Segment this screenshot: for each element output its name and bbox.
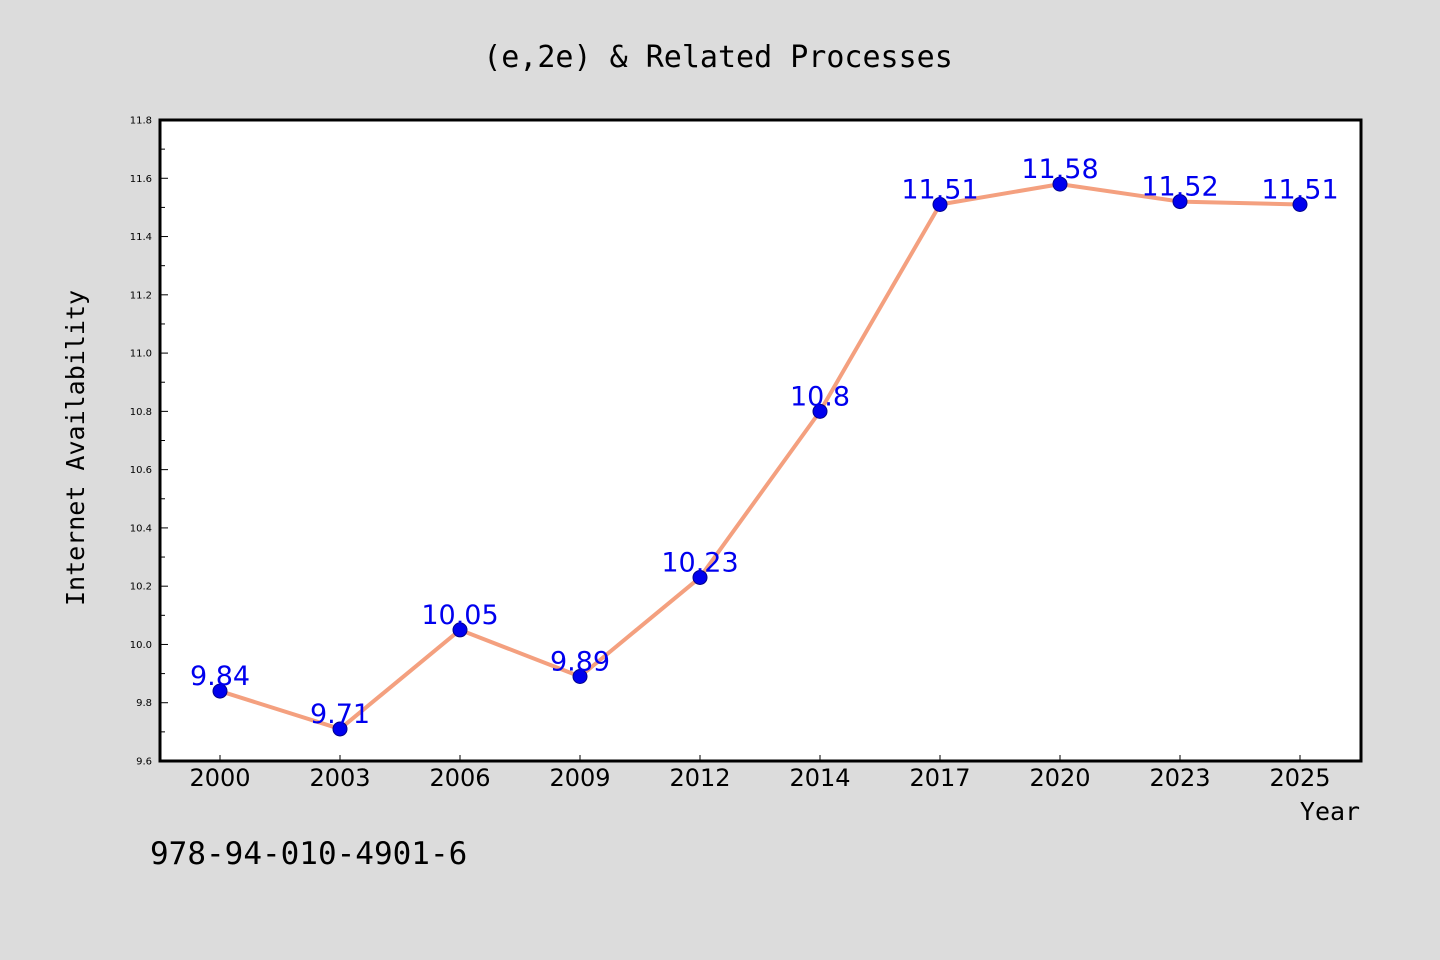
data-label: 10.23 (661, 547, 738, 578)
y-tick-label: 10.4 (130, 523, 152, 534)
y-tick-label: 11.0 (130, 349, 152, 360)
series-layer: 9.84 9.71 10.05 9.89 10.23 10.8 11.51 11.58 11.5… (190, 154, 1339, 737)
data-label: 11.51 (1261, 174, 1338, 205)
isbn-note: 978-94-010-4901-6 (150, 836, 467, 872)
y-tick-label: 11.4 (130, 232, 152, 243)
y-tick-label: 10.6 (130, 465, 152, 476)
x-tick-label: 2025 (1269, 764, 1330, 792)
chart-title: (e,2e) & Related Processes (483, 40, 953, 75)
y-tick-label: 10.8 (130, 407, 152, 418)
x-tick-label: 2003 (309, 764, 370, 792)
data-label: 9.89 (550, 647, 610, 678)
x-tick-label: 2020 (1029, 764, 1090, 792)
y-tick-label: 10.0 (130, 640, 152, 651)
data-point (812, 403, 828, 419)
data-label: 11.51 (901, 174, 978, 205)
data-point (1292, 196, 1308, 212)
x-tick-label: 2000 (189, 764, 250, 792)
series-line (218, 182, 1302, 731)
y-axis: 9.6 9.8 10.0 10.2 10.4 10.6 10.8 11.0 11.2 11.4 11… (130, 116, 168, 768)
x-tick-label: 2006 (429, 764, 490, 792)
x-tick-label: 2012 (669, 764, 730, 792)
data-point (452, 622, 468, 638)
x-tick-label: 2017 (909, 764, 970, 792)
x-tick-label: 2009 (549, 764, 610, 792)
x-tick-label: 2023 (1149, 764, 1210, 792)
data-point (572, 669, 588, 685)
data-label: 11.52 (1141, 172, 1218, 203)
data-point (932, 196, 948, 212)
data-point (332, 721, 348, 737)
y-tick-label: 11.6 (130, 174, 152, 185)
x-tick-label: 2014 (789, 764, 850, 792)
y-tick-label: 11.2 (130, 290, 152, 301)
y-tick-label: 9.8 (136, 698, 152, 709)
data-label: 10.8 (790, 381, 850, 412)
data-point (692, 569, 708, 585)
x-axis: 2000 2003 2006 2009 2012 2014 2017 2020 2023 2025 (189, 755, 1331, 792)
data-point (212, 683, 228, 699)
x-axis-label: Year (1300, 797, 1360, 826)
data-label: 10.05 (421, 600, 498, 631)
data-label: 9.84 (190, 661, 250, 692)
data-point (1052, 176, 1068, 192)
data-label: 11.58 (1021, 154, 1098, 185)
data-label: 9.71 (310, 699, 370, 730)
y-tick-label: 9.6 (136, 757, 152, 768)
data-point (1172, 194, 1188, 210)
y-tick-label: 11.8 (130, 116, 152, 127)
y-axis-label: Internet Availability (61, 290, 90, 606)
plot-area (158, 118, 1363, 763)
y-tick-label: 10.2 (130, 582, 152, 593)
